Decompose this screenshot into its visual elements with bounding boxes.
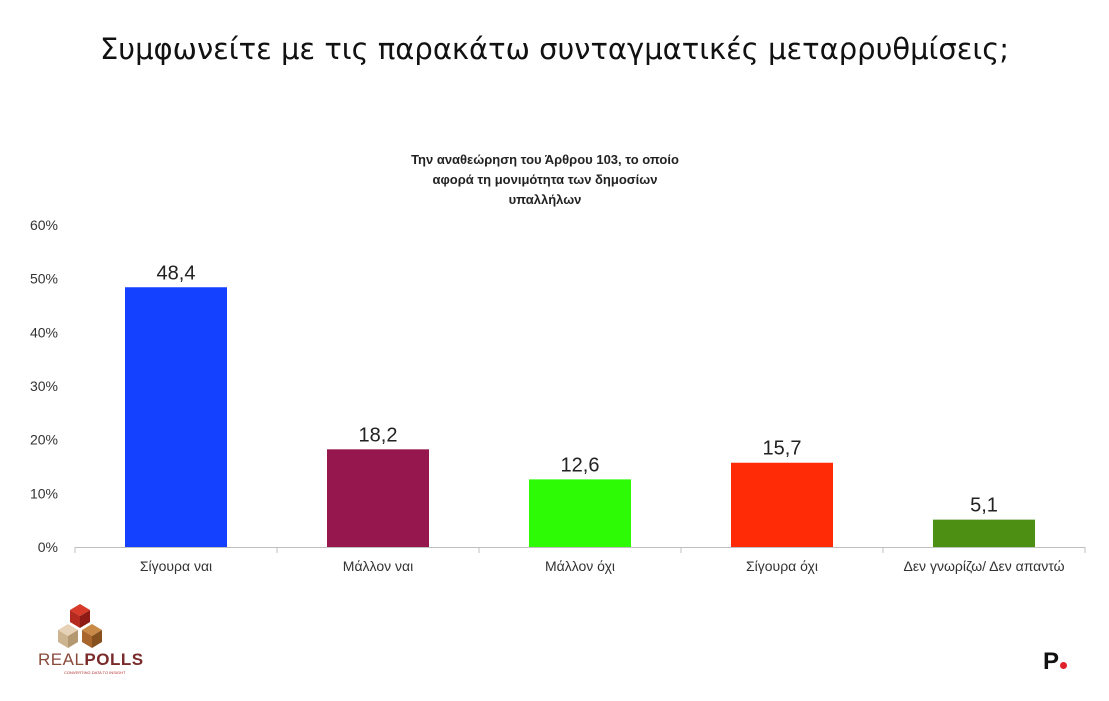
category-label: Σίγουρα ναι xyxy=(140,558,212,574)
chart-title-line-1: Την αναθεώρηση του Άρθρου 103, το οποίο xyxy=(411,152,679,167)
realpolls-tagline: CONVERTING DATA TO INSIGHT xyxy=(64,670,126,675)
publisher-logo-dot xyxy=(1060,662,1068,669)
data-label: 12,6 xyxy=(561,454,600,476)
chart-title: Την αναθεώρηση του Άρθρου 103, το οποίο … xyxy=(360,150,730,210)
bar xyxy=(731,462,833,547)
category-label: Μάλλον ναι xyxy=(343,558,413,574)
y-tick-label: 30% xyxy=(30,378,58,394)
bar xyxy=(529,479,631,547)
bar xyxy=(327,449,429,547)
data-label: 5,1 xyxy=(970,495,998,517)
y-tick-label: 0% xyxy=(38,539,58,555)
data-label: 18,2 xyxy=(359,424,398,446)
y-tick-label: 50% xyxy=(30,271,58,287)
chart-title-line-2: αφορά τη μονιμότητα των δημοσίων xyxy=(432,172,658,187)
y-tick-label: 10% xyxy=(30,485,58,501)
y-tick-label: 20% xyxy=(30,432,58,448)
category-label: Δεν γνωρίζω/ Δεν απαντώ xyxy=(903,558,1064,574)
category-label: Μάλλον όχι xyxy=(545,558,615,574)
data-label: 15,7 xyxy=(763,438,802,460)
bar xyxy=(933,519,1035,547)
y-tick-label: 60% xyxy=(30,217,58,233)
realpolls-logo: REALPOLLS CONVERTING DATA TO INSIGHT xyxy=(34,604,144,675)
chart-title-line-3: υπαλλήλων xyxy=(508,192,582,207)
data-label: 48,4 xyxy=(157,262,196,284)
bar xyxy=(125,287,227,547)
publisher-logo: P xyxy=(1043,648,1068,676)
realpolls-wordmark: REALPOLLS xyxy=(38,650,144,669)
page-title: Συμφωνείτε με τις παρακάτω συνταγματικές… xyxy=(99,32,1010,66)
category-label: Σίγουρα όχι xyxy=(746,558,818,574)
cubes-logo-icon xyxy=(58,604,102,648)
y-tick-label: 40% xyxy=(30,324,58,340)
